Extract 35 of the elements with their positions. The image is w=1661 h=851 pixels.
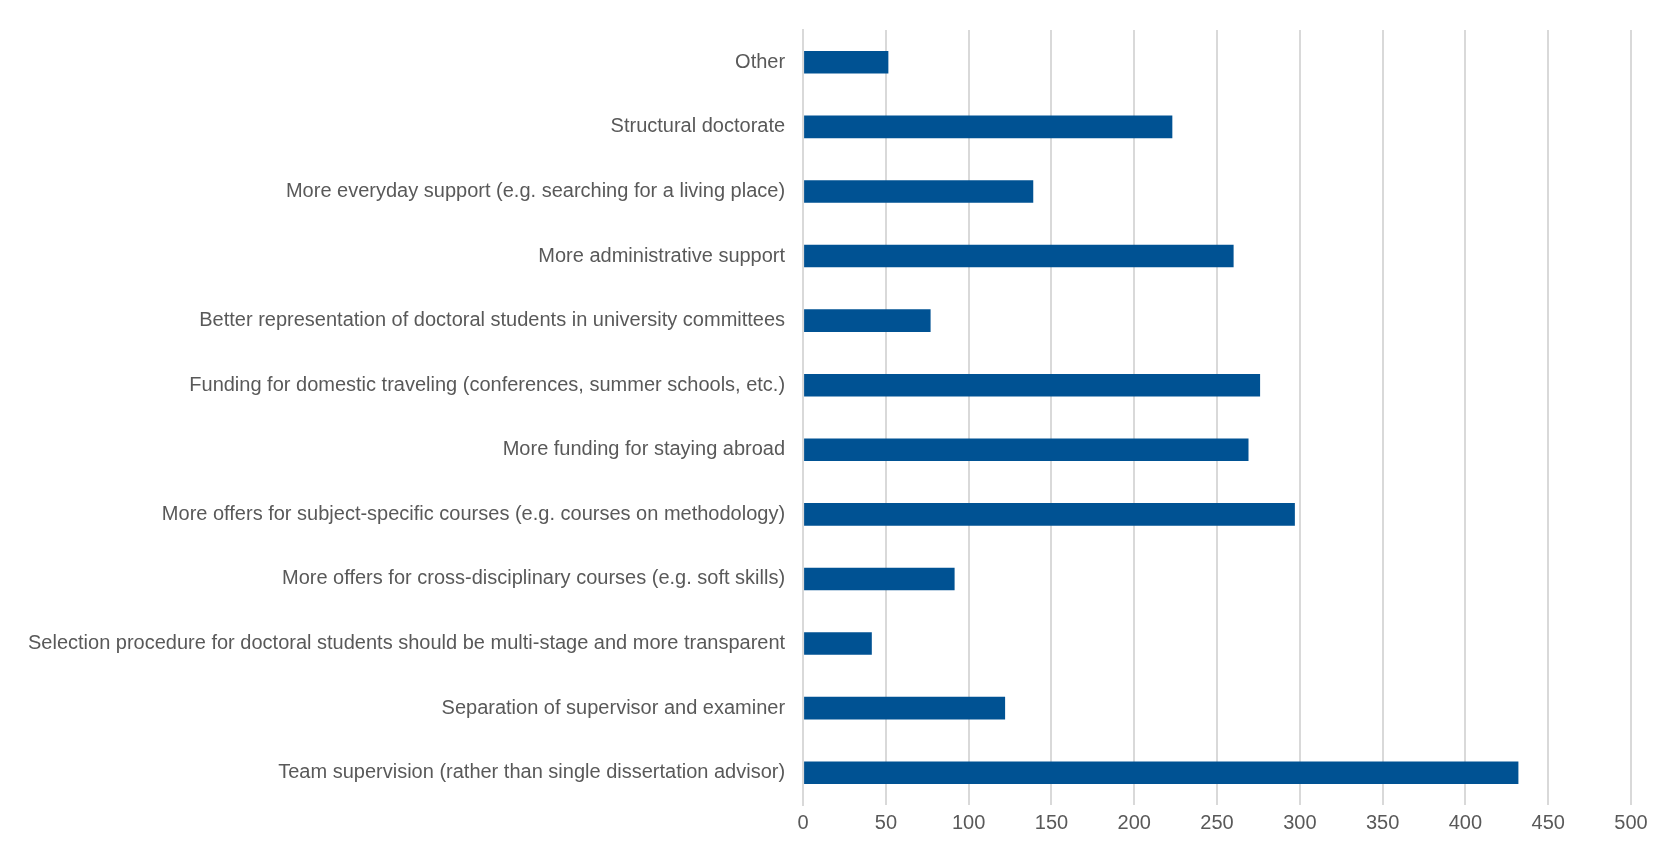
x-tick-label: 50 (874, 810, 898, 833)
bar (804, 180, 1034, 203)
y-tick-label: Selection procedure for doctoral students should be multi-stage and more transparent (27, 631, 786, 654)
x-tick-label: 250 (1200, 810, 1234, 833)
y-tick-label: Funding for domestic traveling (conferences, summer schools, etc.) (189, 372, 786, 395)
x-tick-label: 450 (1531, 810, 1565, 833)
x-tick-label: 500 (1614, 810, 1648, 833)
x-tick-label: 350 (1365, 810, 1400, 833)
bar (804, 50, 889, 74)
bar (804, 244, 1234, 268)
bar (804, 567, 955, 591)
x-tick-label: 100 (951, 810, 986, 833)
bar (804, 373, 1261, 397)
y-tick-label: More offers for subject-specific courses (e.g. courses on methodology) (161, 501, 786, 524)
y-tick-label: More administrative support (538, 243, 786, 266)
x-tick-label: 200 (1117, 810, 1151, 833)
bar (804, 503, 1295, 526)
y-tick-label: More funding for staying abroad (502, 437, 786, 460)
x-tick-label: 150 (1034, 810, 1069, 833)
y-tick-label: Team supervision (rather than single dissertation advisor) (278, 760, 786, 783)
y-tick-label: Better representation of doctoral students in university committees (199, 308, 786, 331)
x-tick-label: 0 (797, 810, 809, 833)
bar (804, 309, 931, 332)
bar (804, 115, 1173, 139)
x-tick-label: 300 (1283, 810, 1317, 833)
y-tick-label: Other (735, 49, 786, 72)
y-tick-label: Structural doctorate (610, 114, 786, 137)
y-tick-label: More offers for cross-disciplinary courses (e.g. soft skills) (281, 566, 786, 589)
y-tick-label: Separation of supervisor and examiner (441, 695, 786, 718)
bar (804, 438, 1249, 462)
bar (804, 632, 872, 655)
bar (804, 696, 1006, 720)
bar (804, 761, 1519, 785)
x-tick-label: 400 (1448, 810, 1483, 833)
y-tick-label: More everyday support (e.g. searching for a living place) (285, 178, 786, 201)
